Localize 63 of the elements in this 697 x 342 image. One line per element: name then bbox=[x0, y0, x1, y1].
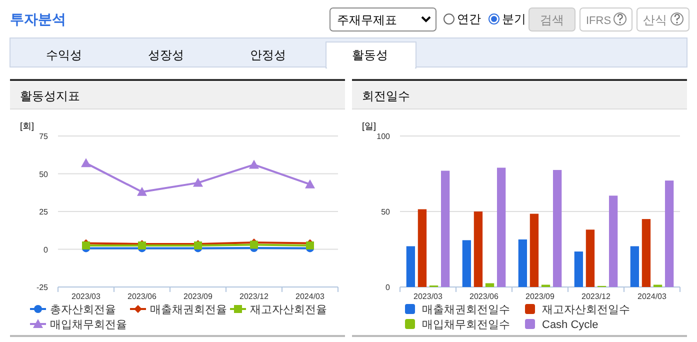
bar bbox=[664, 180, 674, 287]
x-tick-label: 2023/06 bbox=[470, 292, 500, 301]
y-tick-label: 50 bbox=[381, 208, 391, 216]
y-tick-label: 100 bbox=[376, 132, 391, 141]
text: 분기 bbox=[502, 12, 526, 26]
x-tick-label: 2023/09 bbox=[526, 292, 556, 301]
y-tick-label: 75 bbox=[39, 132, 49, 141]
bar bbox=[642, 219, 651, 287]
text: 검색 bbox=[540, 13, 564, 27]
legend-label: 총자산회전율 bbox=[50, 304, 116, 316]
y-tick-label: -25 bbox=[36, 283, 49, 292]
x-tick-label: 2023/12 bbox=[582, 292, 612, 301]
point bbox=[250, 240, 258, 249]
text: 수익성 bbox=[46, 48, 82, 62]
text: 활동성 bbox=[352, 48, 388, 62]
x-tick-label: 2024/03 bbox=[296, 292, 326, 301]
text: IFRS bbox=[586, 15, 612, 27]
chart-title: 회전일수 bbox=[362, 89, 410, 103]
bar bbox=[406, 246, 416, 287]
x-tick-label: 2023/12 bbox=[240, 292, 270, 301]
bar bbox=[518, 239, 528, 287]
bar bbox=[496, 168, 506, 287]
point bbox=[305, 179, 315, 188]
text: 산식 bbox=[643, 13, 667, 27]
text: 성장성 bbox=[148, 48, 184, 62]
bar bbox=[630, 246, 640, 287]
bar bbox=[418, 209, 427, 287]
bar bbox=[474, 212, 483, 287]
bar bbox=[530, 214, 539, 287]
point bbox=[193, 178, 203, 187]
legend-label: 매출채권회전일수 bbox=[422, 304, 510, 316]
y-tick-label: 0 bbox=[44, 245, 49, 254]
legend-label: 매입채무회전일수 bbox=[422, 319, 510, 331]
x-tick-label: 2023/03 bbox=[72, 292, 102, 301]
legend-label: 재고자산회전일수 bbox=[542, 304, 630, 316]
text: 안정성 bbox=[250, 48, 286, 62]
y-tick-label: 0 bbox=[386, 283, 391, 292]
bar bbox=[552, 170, 562, 287]
bar bbox=[485, 283, 494, 287]
x-tick-label: 2023/03 bbox=[414, 292, 444, 301]
x-tick-label: 2023/06 bbox=[128, 292, 158, 301]
y-axis-title: [회] bbox=[20, 121, 34, 131]
y-axis-title: [일] bbox=[362, 121, 376, 131]
text: 연간 bbox=[457, 12, 481, 26]
bar bbox=[462, 240, 472, 287]
bar bbox=[586, 230, 595, 287]
bar bbox=[608, 196, 618, 287]
point bbox=[249, 160, 259, 169]
bar bbox=[574, 252, 584, 287]
text: 투자분석 bbox=[10, 11, 66, 27]
text: 주재무제표 bbox=[337, 13, 397, 27]
legend-label: 매출채권회전율 bbox=[150, 304, 227, 316]
y-tick-label: 50 bbox=[39, 170, 49, 179]
chart-title: 활동성지표 bbox=[20, 89, 80, 103]
bar bbox=[440, 170, 450, 287]
legend-label: Cash Cycle bbox=[542, 319, 598, 331]
x-tick-label: 2024/03 bbox=[638, 292, 668, 301]
x-tick-label: 2023/09 bbox=[184, 292, 214, 301]
legend-label: 재고자산회전율 bbox=[250, 304, 327, 316]
legend-label: 매입채무회전율 bbox=[50, 319, 127, 331]
y-tick-label: 25 bbox=[39, 208, 49, 216]
point bbox=[81, 158, 91, 168]
point bbox=[137, 186, 147, 196]
